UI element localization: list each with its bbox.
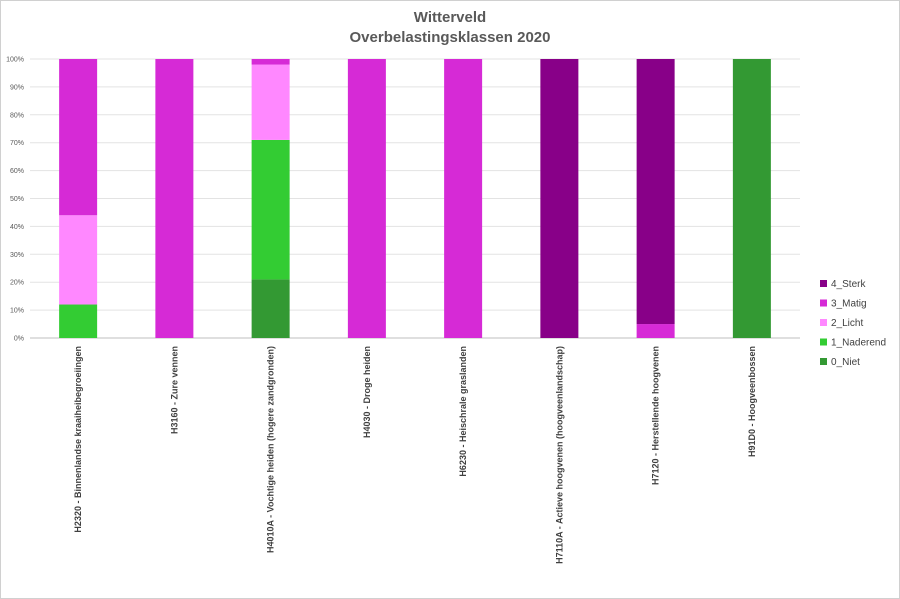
legend: 4_Sterk 3_Matig 2_Licht 1_Naderend 0_Niet: [820, 279, 886, 368]
bar-segment: [59, 59, 98, 216]
y-tick-label: 30%: [10, 252, 24, 259]
y-tick-label: 20%: [10, 280, 24, 287]
bar-segment: [636, 59, 675, 325]
y-tick-label: 10%: [10, 308, 24, 315]
bar-segment: [444, 59, 483, 338]
y-tick-label: 60%: [10, 168, 24, 175]
bar-segment: [155, 59, 194, 338]
y-tick-label: 80%: [10, 112, 24, 119]
legend-label: 1_Naderend: [831, 338, 886, 349]
y-tick-label: 90%: [10, 84, 24, 91]
category-labels: H2320 - Binnenlandse kraaiheibegroeiinge…: [73, 346, 757, 564]
bar-segment: [59, 304, 98, 338]
category-label: H4010A - Vochtige heiden (hogere zandgro…: [266, 346, 276, 553]
legend-label: 2_Licht: [831, 318, 863, 329]
category-label: H3160 - Zure vennen: [169, 346, 179, 434]
legend-swatch: [820, 319, 827, 326]
bar-segment: [251, 279, 290, 338]
legend-label: 0_Niet: [831, 357, 860, 368]
category-label: H4030 - Droge heiden: [362, 346, 372, 438]
y-tick-label: 0%: [14, 336, 24, 343]
y-tick-label: 100%: [6, 57, 24, 64]
category-label: H7120 - Herstellende hoogvenen: [651, 346, 661, 485]
chart-title: Witterveld: [413, 9, 487, 26]
y-tick-label: 50%: [10, 196, 24, 203]
category-label: H91D0 - Hoogveenbossen: [747, 346, 757, 457]
legend-swatch: [820, 280, 827, 287]
legend-swatch: [820, 338, 827, 346]
y-axis-ticks: 0% 10% 20% 30% 40% 50% 60% 70% 80% 90% 100%: [6, 57, 24, 343]
bar-segment: [251, 59, 290, 65]
category-label: H2320 - Binnenlandse kraaiheibegroeiinge…: [73, 346, 83, 533]
y-tick-label: 40%: [10, 224, 24, 231]
bar-segment: [251, 139, 290, 280]
legend-label: 3_Matig: [831, 299, 867, 310]
bar-segment: [59, 215, 98, 305]
legend-label: 4_Sterk: [831, 279, 866, 290]
chart-title-block: Witterveld Overbelastingsklassen 2020: [0, 8, 900, 48]
bar-segment: [636, 324, 675, 338]
bar-segment: [732, 59, 771, 338]
bar-segment: [251, 64, 290, 140]
category-label: H7110A - Actieve hoogvenen (hoogveenland…: [554, 346, 564, 564]
gridlines: [30, 58, 800, 339]
bar-segment: [347, 59, 386, 338]
bars: [59, 59, 771, 338]
legend-swatch: [820, 299, 827, 307]
bar-segment: [540, 59, 579, 338]
category-label: H6230 - Heischrale graslanden: [458, 346, 468, 477]
legend-swatch: [820, 358, 827, 365]
chart-subtitle: Overbelastingsklassen 2020: [349, 29, 551, 46]
y-tick-label: 70%: [10, 140, 24, 147]
